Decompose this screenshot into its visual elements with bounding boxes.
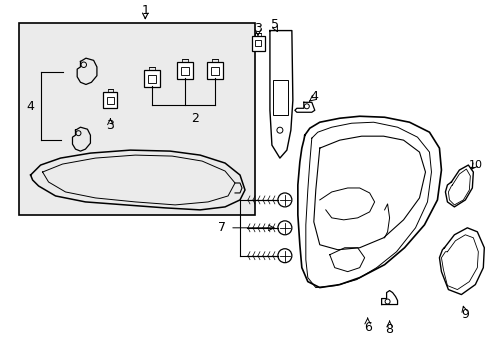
Bar (211, 67, 219, 75)
Text: 8: 8 (385, 323, 393, 336)
Bar (207, 62, 223, 80)
Bar (254, 40, 261, 46)
Text: 1: 1 (141, 4, 149, 17)
Text: 7: 7 (218, 221, 225, 234)
Text: 5: 5 (270, 18, 278, 31)
Bar (272, 80, 287, 115)
Text: 2: 2 (191, 112, 199, 125)
Text: 3: 3 (253, 22, 262, 35)
Text: 6: 6 (363, 321, 371, 334)
Bar (19, 23, 254, 215)
Bar (148, 75, 156, 83)
Bar (177, 62, 193, 80)
Text: 9: 9 (461, 308, 468, 321)
Bar (107, 97, 114, 104)
Bar (103, 92, 117, 108)
Text: 10: 10 (468, 160, 481, 170)
Bar (144, 71, 160, 87)
Bar (251, 36, 264, 50)
Text: 3: 3 (106, 119, 114, 132)
Text: 4: 4 (27, 100, 35, 113)
Bar (181, 67, 189, 75)
Text: 4: 4 (310, 90, 318, 103)
